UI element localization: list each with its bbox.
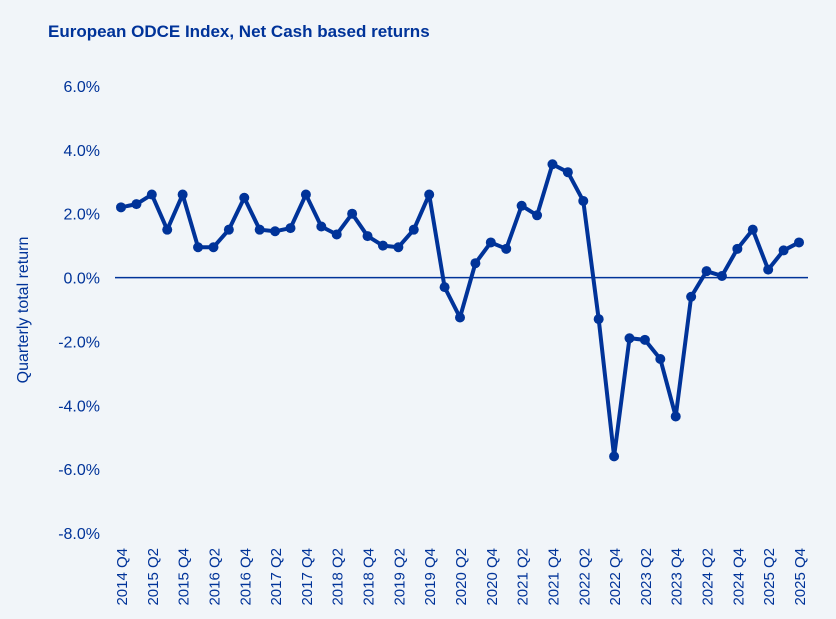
data-point	[270, 226, 281, 237]
y-tick-label: 2.0%	[64, 207, 100, 224]
x-tick-label: 2024 Q4	[730, 548, 747, 606]
data-point	[254, 224, 265, 235]
data-point	[501, 243, 512, 254]
data-point	[455, 312, 465, 323]
data-point	[716, 270, 727, 281]
data-point	[609, 451, 620, 462]
data-point	[223, 224, 234, 235]
y-tick-label: -6.0%	[58, 462, 100, 479]
data-point	[547, 159, 558, 170]
x-tick-label: 2019 Q4	[422, 548, 439, 606]
data-point	[639, 334, 650, 345]
data-point	[300, 189, 311, 200]
x-tick-label: 2022 Q4	[607, 548, 624, 606]
x-tick-label: 2021 Q4	[545, 548, 562, 606]
data-point	[655, 353, 666, 364]
x-tick-label: 2019 Q2	[391, 548, 408, 606]
data-point	[485, 237, 496, 248]
data-point	[377, 240, 388, 251]
x-tick-label: 2018 Q4	[361, 548, 378, 606]
data-point	[532, 210, 543, 221]
data-point	[732, 243, 743, 254]
data-point	[208, 242, 219, 253]
x-tick-label: 2024 Q2	[700, 548, 717, 606]
x-tick-label: 2022 Q2	[576, 548, 593, 606]
data-point	[747, 224, 758, 235]
data-point	[794, 237, 804, 248]
data-point	[670, 411, 681, 422]
x-tick-label: 2025 Q4	[792, 548, 809, 606]
data-point	[686, 291, 697, 302]
x-tick-label: 2017 Q4	[299, 548, 316, 606]
chart-title: European ODCE Index, Net Cash based retu…	[48, 22, 430, 41]
y-axis-label: Quarterly total return	[15, 237, 32, 384]
y-tick-label: 4.0%	[64, 143, 100, 160]
x-tick-labels: 2014 Q4 2015 Q2 2015 Q4 2016 Q2 2016 Q4 2017 …	[114, 548, 809, 606]
data-point	[177, 189, 188, 200]
data-point	[578, 195, 589, 206]
x-tick-label: 2018 Q2	[330, 548, 347, 606]
data-point	[162, 224, 173, 235]
x-tick-label: 2016 Q4	[237, 548, 254, 606]
x-tick-label: 2021 Q2	[515, 548, 532, 606]
data-point	[146, 189, 157, 200]
data-point	[516, 200, 527, 211]
data-point	[316, 221, 327, 232]
x-tick-label: 2015 Q2	[145, 548, 162, 606]
x-tick-label: 2020 Q4	[484, 548, 501, 606]
y-tick-label: -8.0%	[58, 526, 100, 543]
y-tick-label: 6.0%	[64, 79, 100, 96]
data-point	[331, 229, 342, 240]
y-tick-label: -2.0%	[58, 334, 100, 351]
data-point	[393, 242, 404, 253]
y-tick-label: 0.0%	[64, 271, 100, 288]
data-point	[239, 192, 250, 203]
data-point	[285, 223, 296, 234]
x-tick-label: 2023 Q4	[669, 548, 686, 606]
x-tick-label: 2020 Q2	[453, 548, 470, 606]
x-tick-label: 2023 Q2	[638, 548, 655, 606]
x-tick-label: 2014 Q4	[114, 548, 131, 606]
y-tick-label: -4.0%	[58, 398, 100, 415]
series-line	[119, 162, 801, 459]
y-tick-labels: 6.0% 4.0% 2.0% 0.0% -2.0% -4.0% -6.0% -8.0%	[58, 79, 100, 543]
data-point	[562, 167, 573, 178]
data-point	[131, 199, 142, 210]
x-tick-label: 2017 Q2	[268, 548, 285, 606]
data-point	[347, 208, 358, 219]
data-point	[778, 245, 789, 256]
x-tick-label: 2016 Q2	[206, 548, 223, 606]
data-point	[701, 266, 712, 277]
data-point	[362, 231, 373, 242]
data-point	[470, 258, 481, 269]
data-point	[624, 333, 635, 344]
data-point	[593, 314, 604, 325]
x-tick-label: 2025 Q2	[761, 548, 778, 606]
data-point	[116, 202, 126, 213]
data-point	[439, 282, 450, 293]
data-point	[763, 264, 774, 275]
data-points	[116, 159, 804, 462]
x-tick-label: 2015 Q4	[176, 548, 193, 606]
data-point	[193, 242, 204, 253]
data-point	[408, 224, 419, 235]
data-point	[424, 189, 435, 200]
